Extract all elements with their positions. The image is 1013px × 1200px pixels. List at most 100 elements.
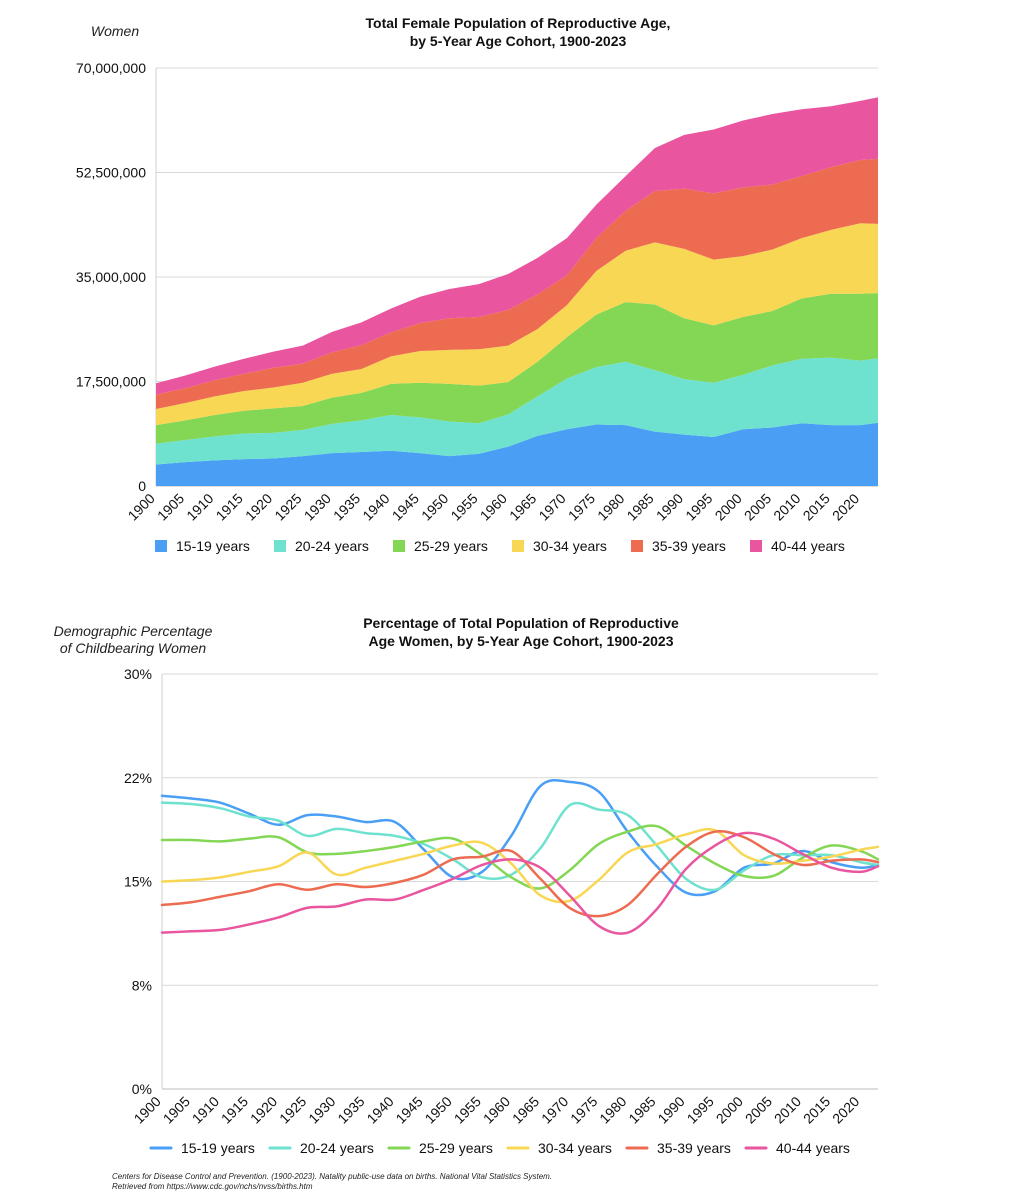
top-xtick-label: 1910 <box>183 490 216 523</box>
top-title-line2: by 5-Year Age Cohort, 1900-2023 <box>410 33 627 49</box>
bottom-xtick-label: 1935 <box>334 1093 367 1126</box>
top-xtick-label: 1990 <box>653 490 686 523</box>
top-xtick-label: 1955 <box>447 490 480 523</box>
bottom-xtick-label: 1920 <box>247 1093 280 1126</box>
top-xtick-label: 1900 <box>125 490 158 523</box>
bottom-xtick-label: 2020 <box>829 1093 862 1126</box>
area-40-44-years <box>156 97 878 395</box>
top-legend-swatch <box>512 540 524 552</box>
bottom-xtick-label: 1930 <box>305 1093 338 1126</box>
bottom-legend-label: 40-44 years <box>776 1140 850 1156</box>
bottom-legend-label: 30-34 years <box>538 1140 612 1156</box>
bottom-xtick-label: 1985 <box>625 1093 658 1126</box>
top-ytick-label: 52,500,000 <box>76 165 146 181</box>
top-legend: 15-19 years 20-24 years 25-29 years 30-34 y… <box>155 538 845 554</box>
top-xtick-label: 2010 <box>770 490 803 523</box>
top-xtick-label: 1935 <box>330 490 363 523</box>
line-30-34-years <box>160 827 880 904</box>
bottom-xtick-label: 1965 <box>509 1093 542 1126</box>
bottom-xtick-label: 1975 <box>567 1093 600 1126</box>
top-ytick-label: 0 <box>138 478 146 494</box>
top-xtick-label: 1995 <box>682 490 715 523</box>
top-xtick-label: 1920 <box>242 490 275 523</box>
top-xtick-label: 2005 <box>741 490 774 523</box>
bottom-legend-label: 15-19 years <box>181 1140 255 1156</box>
top-xtick-label: 1925 <box>271 490 304 523</box>
bottom-legend-label: 35-39 years <box>657 1140 731 1156</box>
charts-canvas: Women Total Female Population of Reprodu… <box>54 15 880 1156</box>
bottom-ytick-label: 22% <box>124 770 152 786</box>
line-40-44-years <box>160 831 880 935</box>
top-xtick-label: 1905 <box>154 490 187 523</box>
top-ylabel: Women <box>91 23 139 39</box>
bottom-xtick-label: 1960 <box>480 1093 513 1126</box>
bottom-xtick-label: 2010 <box>771 1093 804 1126</box>
bottom-title-line2: Age Women, by 5-Year Age Cohort, 1900-20… <box>369 633 674 649</box>
source-citation: Centers for Disease Control and Preventi… <box>112 1172 552 1192</box>
top-legend-label: 40-44 years <box>771 538 845 554</box>
top-xtick-label: 2020 <box>829 490 862 523</box>
bottom-title-line1: Percentage of Total Population of Reprod… <box>363 615 679 631</box>
bottom-xtick-label: 1940 <box>363 1093 396 1126</box>
top-xtick-label: 1965 <box>506 490 539 523</box>
area-20-24-years <box>156 357 878 465</box>
top-legend-label: 35-39 years <box>652 538 726 554</box>
bottom-xtick-label: 1900 <box>131 1093 164 1126</box>
top-xtick-label: 1930 <box>301 490 334 523</box>
bottom-xtick-label: 1915 <box>218 1093 251 1126</box>
bottom-xtick-label: 1980 <box>596 1093 629 1126</box>
bottom-xtick-label: 1925 <box>276 1093 309 1126</box>
bottom-ytick-label: 30% <box>124 666 152 682</box>
bottom-xtick-label: 2015 <box>800 1093 833 1126</box>
top-xtick-label: 1970 <box>535 490 568 523</box>
top-legend-swatch <box>274 540 286 552</box>
stacked-area-chart: 0 17,500,000 35,000,000 52,500,000 70,000,00… <box>76 60 878 524</box>
top-ytick-label: 17,500,000 <box>76 374 146 390</box>
top-ytick-label: 35,000,000 <box>76 269 146 285</box>
top-title-line1: Total Female Population of Reproductive … <box>366 15 671 31</box>
top-ytick-label: 70,000,000 <box>76 60 146 76</box>
top-xtick-label: 1985 <box>623 490 656 523</box>
bottom-ylabel-line2: of Childbearing Women <box>60 640 207 656</box>
source-line-2: Retrieved from https://www.cdc.gov/nchs/… <box>112 1182 313 1191</box>
area-35-39-years <box>156 158 878 409</box>
top-legend-label: 15-19 years <box>176 538 250 554</box>
bottom-xtick-label: 1995 <box>684 1093 717 1126</box>
top-xtick-label: 1915 <box>213 490 246 523</box>
bottom-line-layer <box>160 779 880 935</box>
bottom-ytick-label: 8% <box>132 977 152 993</box>
bottom-ylabel-line1: Demographic Percentage <box>54 623 213 639</box>
bottom-legend-label: 25-29 years <box>419 1140 493 1156</box>
bottom-xtick-label: 1970 <box>538 1093 571 1126</box>
top-area-layer <box>156 97 878 486</box>
bottom-xtick-label: 1905 <box>160 1093 193 1126</box>
bottom-xtick-label: 1990 <box>654 1093 687 1126</box>
area-30-34-years <box>156 223 878 426</box>
top-legend-swatch <box>393 540 405 552</box>
bottom-legend: 15-19 years 20-24 years 25-29 years 30-34 y… <box>149 1140 850 1156</box>
bottom-xtick-label: 1950 <box>422 1093 455 1126</box>
top-legend-swatch <box>155 540 167 552</box>
line-25-29-years <box>160 824 880 890</box>
area-15-19-years <box>156 422 878 486</box>
top-legend-label: 25-29 years <box>414 538 488 554</box>
top-xtick-label: 1950 <box>418 490 451 523</box>
top-xtick-label: 1940 <box>359 490 392 523</box>
top-xtick-label: 2015 <box>800 490 833 523</box>
top-xtick-label: 1945 <box>389 490 422 523</box>
top-legend-label: 20-24 years <box>295 538 369 554</box>
bottom-xtick-label: 1955 <box>451 1093 484 1126</box>
bottom-xtick-label: 2005 <box>742 1093 775 1126</box>
bottom-xtick-label: 1945 <box>392 1093 425 1126</box>
top-legend-swatch <box>631 540 643 552</box>
bottom-ytick-label: 15% <box>124 874 152 890</box>
line-chart: 0%8%15%22%30%190019051910191519201925193… <box>124 666 880 1127</box>
top-xtick-label: 1980 <box>594 490 627 523</box>
top-legend-swatch <box>750 540 762 552</box>
top-legend-label: 30-34 years <box>533 538 607 554</box>
source-line-1: Centers for Disease Control and Preventi… <box>112 1172 553 1181</box>
top-xtick-label: 1975 <box>565 490 598 523</box>
top-xtick-label: 2000 <box>712 490 745 523</box>
bottom-xtick-label: 1910 <box>189 1093 222 1126</box>
bottom-legend-label: 20-24 years <box>300 1140 374 1156</box>
